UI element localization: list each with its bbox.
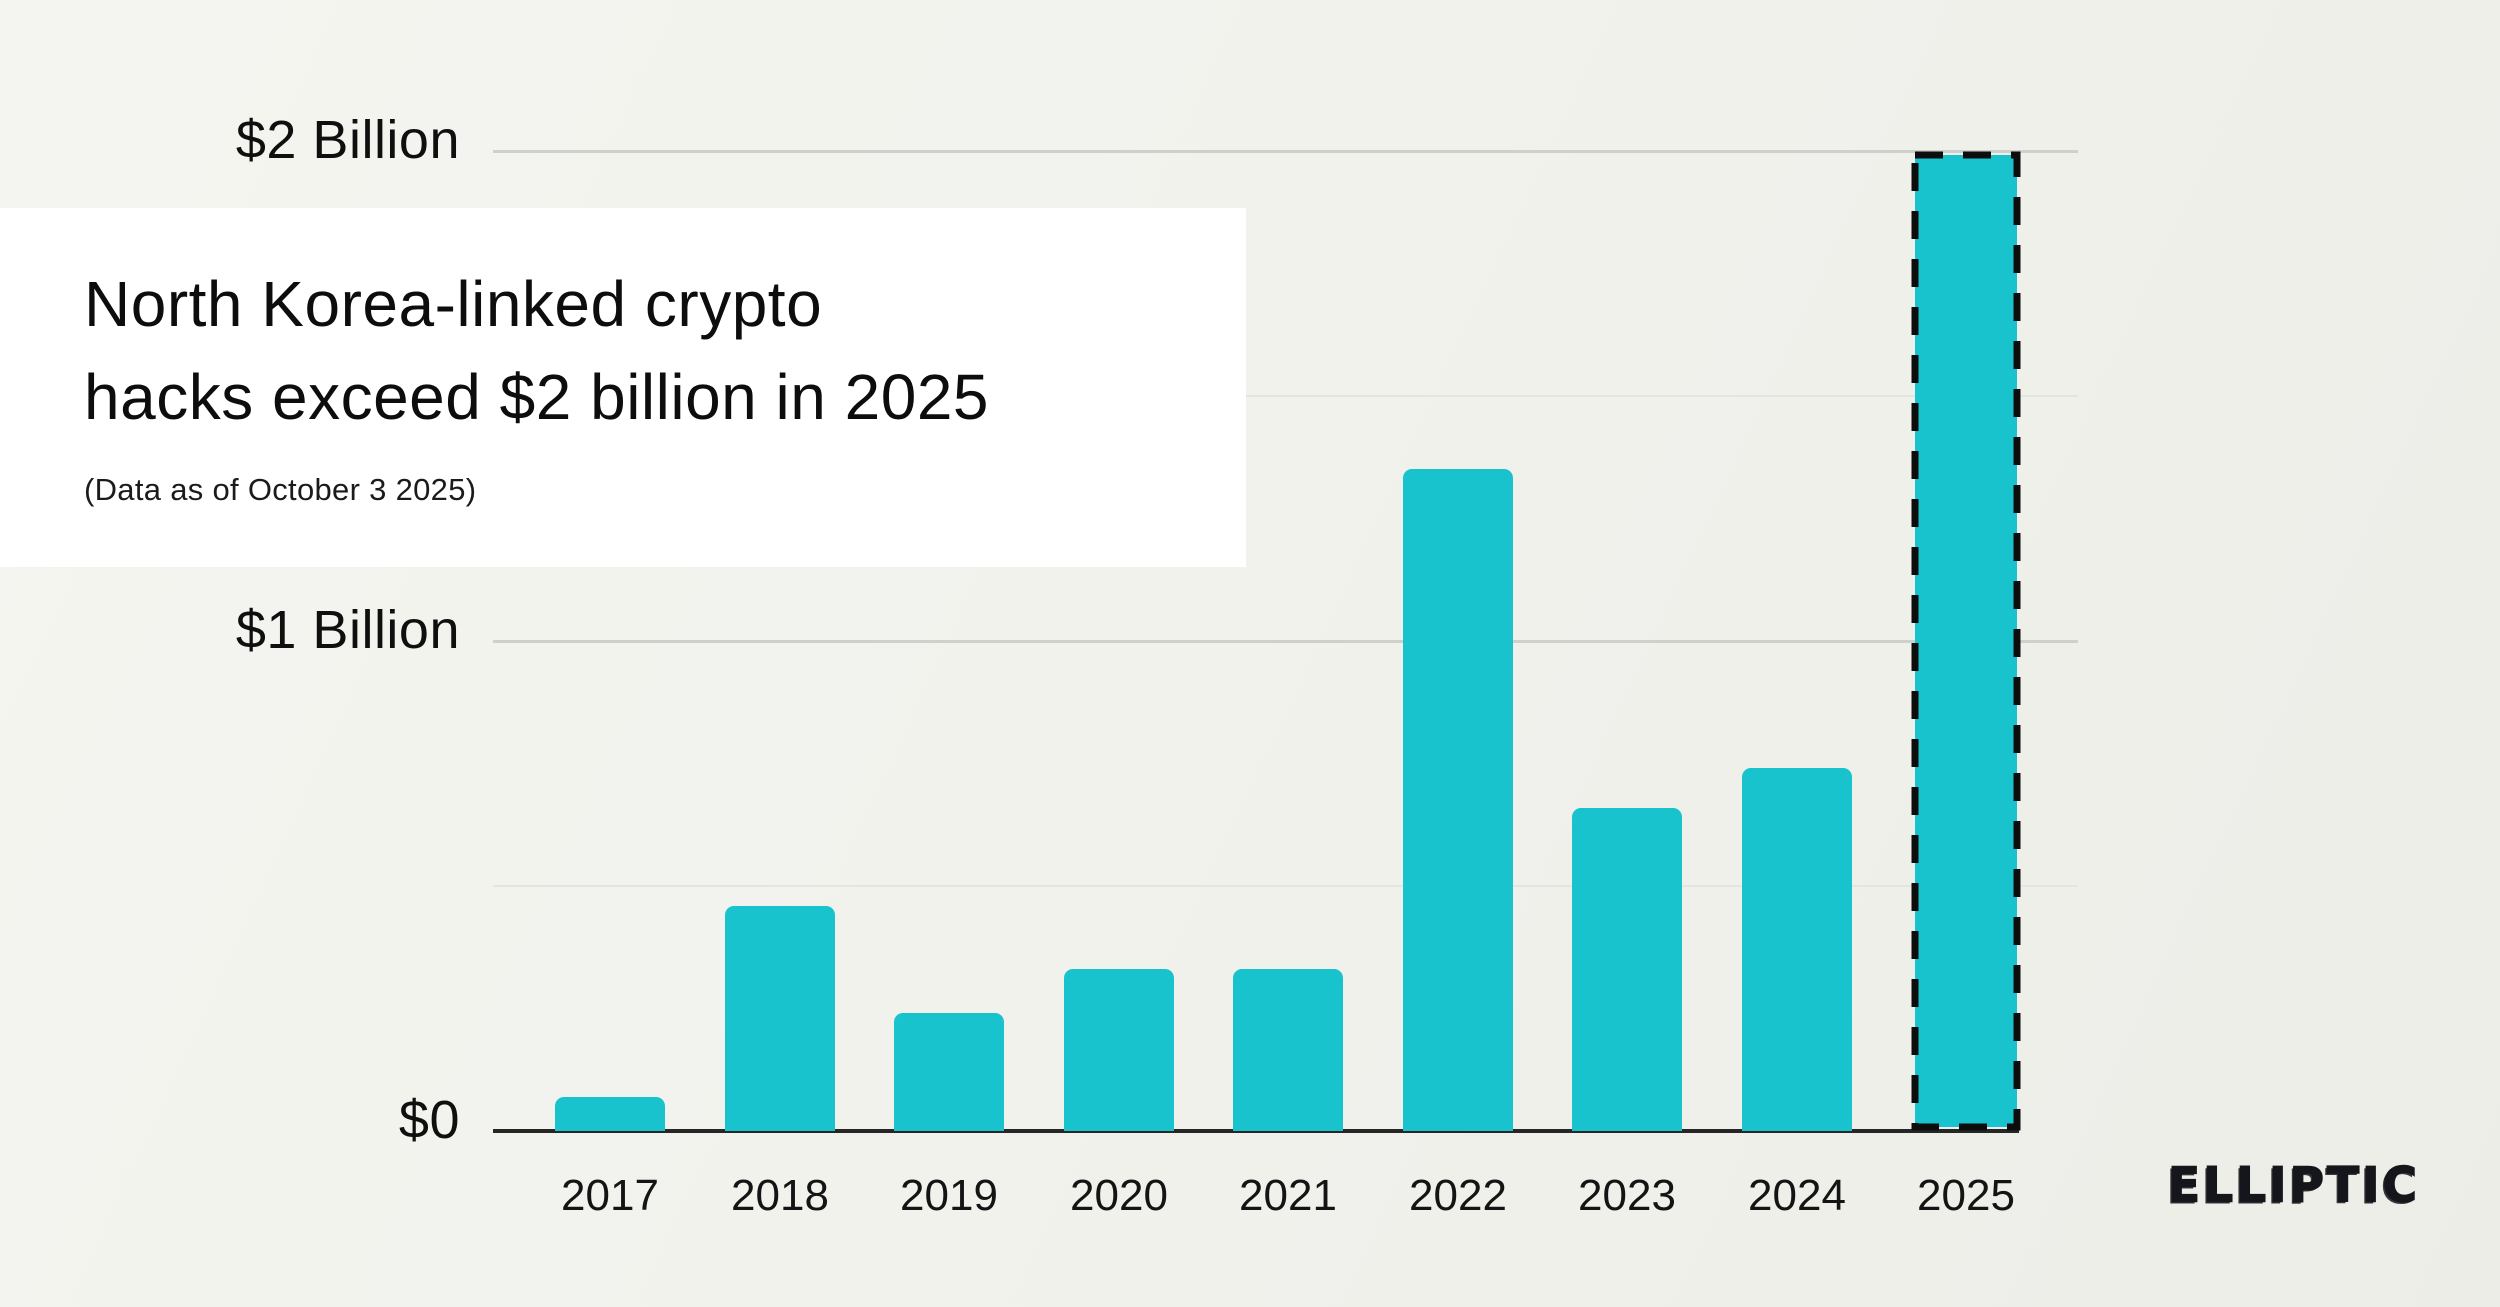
bar-2020 <box>1064 969 1174 1131</box>
gridline-major-2B <box>493 150 2078 153</box>
bar-2017 <box>555 1097 665 1131</box>
y-axis-label-2B: $2 Billion <box>235 110 460 170</box>
x-axis-label-2020: 2020 <box>1070 1171 1168 1220</box>
gridline-minor-1.5B <box>493 395 2078 397</box>
bar-2018 <box>725 906 835 1131</box>
bar-2023 <box>1572 808 1682 1131</box>
x-axis-label-2023: 2023 <box>1578 1171 1676 1220</box>
x-axis-label-2021: 2021 <box>1239 1171 1337 1220</box>
x-axis-label-2017: 2017 <box>561 1171 659 1220</box>
y-axis-label-0B: $0 <box>398 1090 460 1150</box>
x-axis-label-2025: 2025 <box>1917 1171 2015 1220</box>
chart-subtitle: (Data as of October 3 2025) <box>84 472 477 507</box>
gridline-major-1B <box>493 640 2078 643</box>
gridline-minor-0.5B <box>493 885 2078 887</box>
bar-2024 <box>1742 768 1852 1131</box>
chart-title-line-2: hacks exceed $2 billion in 2025 <box>84 361 989 433</box>
elliptic-logo: ELLIPTIC <box>2167 1157 2420 1215</box>
x-axis-label-2024: 2024 <box>1748 1171 1846 1220</box>
chart-title-line-1: North Korea-linked crypto <box>84 268 823 340</box>
bar-2025 <box>1911 151 2021 1131</box>
bar-2022 <box>1403 469 1513 1131</box>
highlight-dashed-border <box>1911 151 2021 1131</box>
x-axis-label-2019: 2019 <box>900 1171 998 1220</box>
bar-2019 <box>894 1013 1004 1131</box>
x-axis-label-2022: 2022 <box>1409 1171 1507 1220</box>
bar-2021 <box>1233 969 1343 1131</box>
x-axis-label-2018: 2018 <box>731 1171 829 1220</box>
x-axis-line <box>493 1129 2019 1133</box>
y-axis-label-1B: $1 Billion <box>235 600 460 660</box>
title-card: North Korea-linked crypto hacks exceed $… <box>0 208 1246 567</box>
